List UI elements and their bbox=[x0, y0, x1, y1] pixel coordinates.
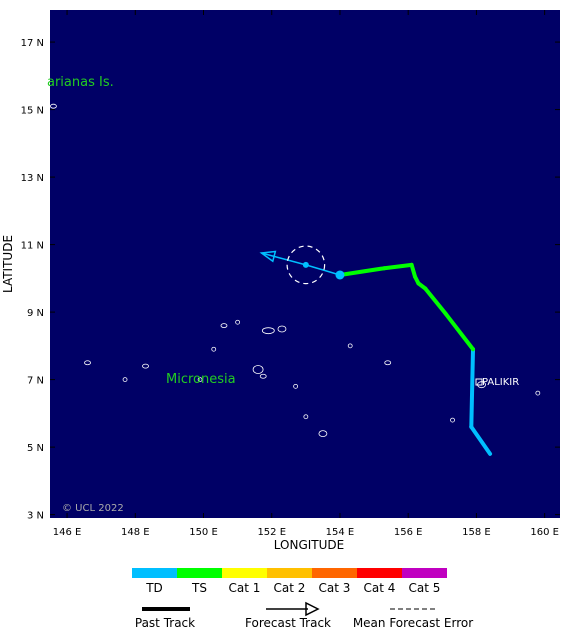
scale-swatch-td bbox=[132, 568, 177, 578]
scale-label-td: TD bbox=[145, 581, 163, 595]
micronesia-label: Micronesia bbox=[166, 372, 236, 387]
x-tick-label: 158 E bbox=[462, 527, 491, 538]
island-shape bbox=[293, 383, 299, 389]
scale-label-cat5: Cat 5 bbox=[409, 581, 441, 595]
copyright-label: © UCL 2022 bbox=[62, 503, 124, 514]
island-shape bbox=[142, 363, 149, 369]
past-track-segment bbox=[469, 424, 493, 456]
forecast-track-segment bbox=[305, 264, 341, 276]
scale-label-cat3: Cat 3 bbox=[319, 581, 351, 595]
island-shape bbox=[261, 327, 275, 335]
island-shape bbox=[277, 325, 287, 333]
scale-label-ts: TS bbox=[191, 581, 207, 595]
forecast-track-segment bbox=[261, 252, 307, 266]
intensity-scale-bar: TD TS Cat 1 Cat 2 Cat 3 Cat 4 Cat 5 bbox=[132, 568, 447, 595]
forecast-track-label: Forecast Track bbox=[245, 616, 331, 630]
y-tick-label: 11 N bbox=[21, 241, 44, 252]
forecast-arrowhead bbox=[259, 250, 277, 263]
scale-swatch-cat2 bbox=[267, 568, 312, 578]
x-tick-label: 150 E bbox=[189, 527, 218, 538]
y-axis-label: LATITUDE bbox=[1, 235, 15, 293]
palikir-marker bbox=[475, 378, 483, 386]
island-shape bbox=[122, 377, 128, 383]
x-axis-ticks: 146 E 148 E 150 E 152 E 154 E 156 E 158 E 160 E bbox=[53, 10, 559, 538]
scale-label-cat1: Cat 1 bbox=[229, 581, 261, 595]
past-track-segment bbox=[443, 311, 476, 352]
past-track-segment bbox=[382, 262, 414, 271]
track-layer bbox=[259, 245, 493, 456]
island-shape bbox=[220, 323, 228, 329]
scale-label-cat4: Cat 4 bbox=[364, 581, 396, 595]
island-shape bbox=[197, 377, 203, 383]
y-tick-label: 15 N bbox=[21, 106, 44, 117]
island-shape bbox=[252, 365, 264, 374]
x-axis-label: LONGITUDE bbox=[274, 538, 344, 552]
island-shape bbox=[450, 417, 455, 423]
y-tick-label: 7 N bbox=[27, 376, 44, 387]
past-track-segment bbox=[469, 347, 476, 429]
scale-swatch-cat4 bbox=[357, 568, 402, 578]
past-track-segment bbox=[409, 262, 418, 279]
island-shape bbox=[318, 430, 328, 438]
scale-label-cat2: Cat 2 bbox=[274, 581, 306, 595]
island-shape bbox=[84, 360, 91, 366]
past-track-label: Past Track bbox=[135, 616, 195, 630]
x-tick-label: 154 E bbox=[326, 527, 355, 538]
island-shape bbox=[259, 373, 267, 379]
forecast-error-circle bbox=[286, 245, 326, 285]
island-shape bbox=[384, 360, 392, 366]
x-tick-label: 156 E bbox=[394, 527, 423, 538]
island-shape bbox=[50, 103, 57, 109]
island-shape bbox=[303, 414, 309, 420]
island-shape bbox=[535, 390, 541, 396]
islands-layer bbox=[50, 103, 541, 438]
past-track-segment bbox=[423, 286, 448, 316]
y-tick-label: 5 N bbox=[27, 443, 44, 454]
island-shape bbox=[347, 343, 353, 349]
mean-error-label: Mean Forecast Error bbox=[353, 616, 473, 630]
y-tick-label: 13 N bbox=[21, 173, 44, 184]
y-tick-label: 9 N bbox=[27, 308, 44, 319]
forecast-position-dot bbox=[302, 261, 309, 268]
y-tick-label: 3 N bbox=[27, 511, 44, 522]
island-shape bbox=[235, 319, 241, 325]
current-position-dot bbox=[335, 270, 345, 280]
marianas-label: arianas Is. bbox=[47, 75, 114, 90]
past-track-segment bbox=[337, 266, 387, 277]
x-tick-label: 148 E bbox=[121, 527, 150, 538]
scale-swatch-cat5 bbox=[402, 568, 447, 578]
scale-swatch-cat3 bbox=[312, 568, 357, 578]
scale-swatch-ts bbox=[177, 568, 222, 578]
x-tick-label: 160 E bbox=[530, 527, 559, 538]
scale-swatch-cat1 bbox=[222, 568, 267, 578]
x-tick-label: 152 E bbox=[257, 527, 286, 538]
x-tick-label: 146 E bbox=[53, 527, 82, 538]
forecast-track-legend-arrow bbox=[305, 601, 320, 617]
y-axis-ticks: 17 N 15 N 13 N 11 N 9 N 7 N 5 N 3 N bbox=[21, 38, 560, 522]
island-shape bbox=[211, 346, 217, 352]
y-tick-label: 17 N bbox=[21, 38, 44, 49]
palikir-label: PALIKIR bbox=[482, 377, 519, 388]
